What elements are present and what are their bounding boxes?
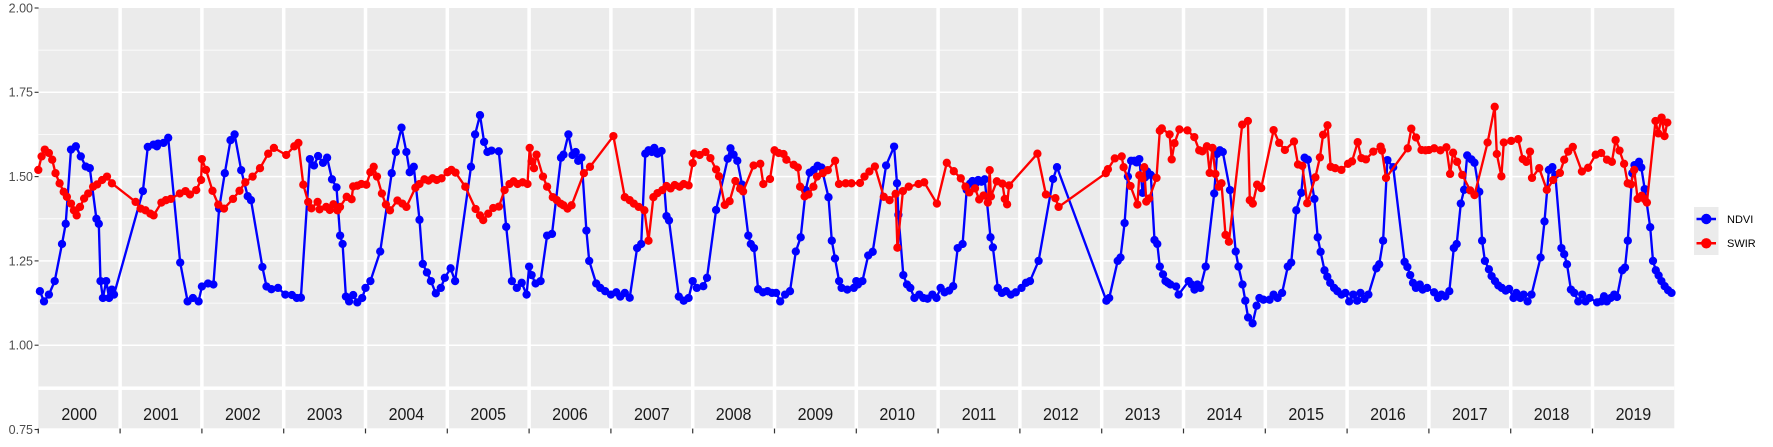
svg-text:2008: 2008: [716, 404, 752, 424]
svg-text:1.75: 1.75: [9, 86, 33, 100]
svg-text:NDVI: NDVI: [1727, 214, 1753, 226]
svg-text:2006: 2006: [552, 404, 588, 424]
svg-text:2013: 2013: [1125, 404, 1161, 424]
svg-text:2019: 2019: [1616, 404, 1652, 424]
svg-text:2003: 2003: [307, 404, 343, 424]
svg-text:1.50: 1.50: [9, 170, 33, 184]
svg-text:2007: 2007: [634, 404, 670, 424]
svg-text:2014: 2014: [1207, 404, 1243, 424]
svg-text:2010: 2010: [879, 404, 915, 424]
svg-text:2000: 2000: [61, 404, 97, 424]
svg-text:2004: 2004: [389, 404, 425, 424]
svg-text:2002: 2002: [225, 404, 261, 424]
svg-text:2005: 2005: [470, 404, 506, 424]
svg-text:0.75: 0.75: [9, 423, 33, 437]
svg-text:SWIR: SWIR: [1727, 238, 1756, 250]
svg-text:2015: 2015: [1288, 404, 1324, 424]
svg-text:2016: 2016: [1370, 404, 1406, 424]
svg-text:1.00: 1.00: [9, 339, 33, 353]
svg-text:2011: 2011: [962, 404, 996, 424]
svg-text:2012: 2012: [1043, 404, 1079, 424]
svg-text:2001: 2001: [143, 404, 179, 424]
svg-text:2.00: 2.00: [9, 1, 33, 15]
svg-text:2017: 2017: [1452, 404, 1488, 424]
svg-text:2018: 2018: [1534, 404, 1570, 424]
svg-text:2009: 2009: [798, 404, 834, 424]
svg-text:1.25: 1.25: [9, 254, 33, 268]
